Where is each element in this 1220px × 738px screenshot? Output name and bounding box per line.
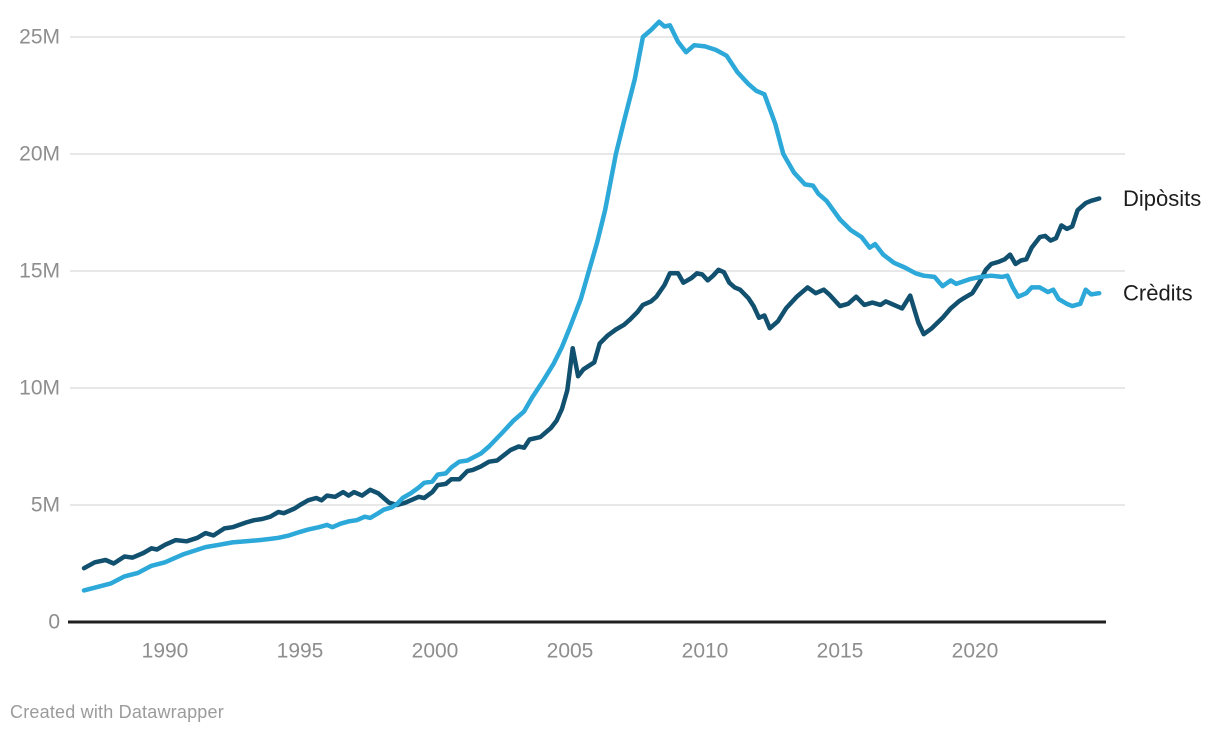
series-line-diposits bbox=[81, 196, 1102, 571]
series-label-diposits: Dipòsits bbox=[1123, 186, 1201, 211]
x-tick-label-2005: 2005 bbox=[547, 640, 594, 663]
x-tick-label-2015: 2015 bbox=[817, 640, 864, 663]
y-tick-label-25M: 25M bbox=[19, 26, 60, 49]
y-tick-label-0: 0 bbox=[48, 611, 60, 634]
series-label-credits: Crèdits bbox=[1123, 281, 1193, 306]
y-tick-label-15M: 15M bbox=[19, 260, 60, 283]
y-tick-label-20M: 20M bbox=[19, 143, 60, 166]
x-tick-label-2000: 2000 bbox=[412, 640, 459, 663]
y-tick-label-10M: 10M bbox=[19, 377, 60, 400]
x-tick-label-1995: 1995 bbox=[277, 640, 324, 663]
x-tick-label-2010: 2010 bbox=[682, 640, 729, 663]
y-tick-label-5M: 5M bbox=[31, 494, 60, 517]
x-tick-label-2020: 2020 bbox=[952, 640, 999, 663]
datawrapper-credit: Created with Datawrapper bbox=[10, 702, 224, 722]
series-line-credits bbox=[81, 19, 1102, 593]
x-tick-label-1990: 1990 bbox=[142, 640, 189, 663]
